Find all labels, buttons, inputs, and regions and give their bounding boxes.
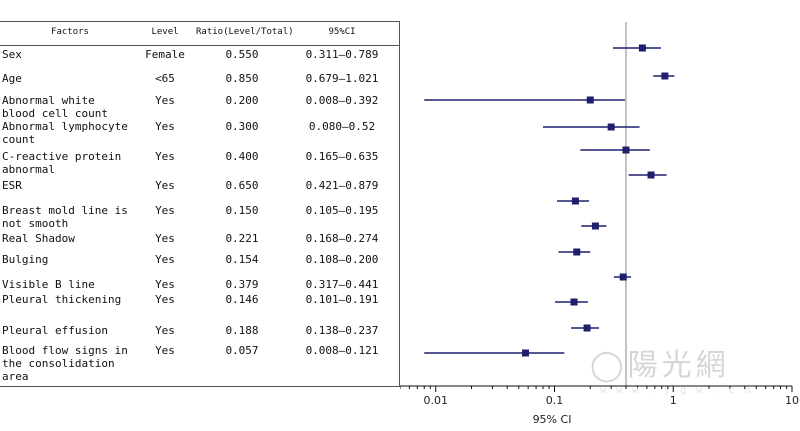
cell-ratio: 0.550 [225,48,259,61]
factor-table: Factors Level Ratio(Level/Total) 95%CI S… [0,21,400,387]
estimate-marker [522,349,530,357]
cell-factor: Real Shadow [2,232,75,245]
cell-factor: Age [2,72,22,85]
cell-factor: Visible B line [2,278,95,291]
estimate-marker [647,171,655,179]
watermark-logo: ◯陽光網 [590,348,730,383]
cell-ci: 0.165—0.635 [305,150,379,163]
cell-ratio: 0.379 [225,278,259,291]
table-row: Pleural thickening Yes 0.146 0.101—0.191 [0,293,399,319]
cell-ci: 0.679—1.021 [305,72,379,85]
header-ci: 95%CI [328,27,356,37]
cell-ci: 0.311—0.789 [305,48,379,61]
watermark-url: w w w . y g w . c n [600,385,753,396]
cell-factor: ESR [2,179,22,192]
estimate-marker [661,72,669,80]
header-ratio: Ratio(Level/Total) [196,27,294,37]
cell-level: Yes [155,179,175,192]
header-factors: Factors [51,27,89,37]
cell-level: Yes [155,293,175,306]
cell-ci: 0.168—0.274 [305,232,379,245]
table-row: Sex Female 0.550 0.311—0.789 [0,48,399,74]
table-row: Real Shadow Yes 0.221 0.168—0.274 [0,232,399,258]
table-row: Abnormal white blood cell count Yes 0.200 0… [0,94,399,120]
cell-factor: Breast mold line is not smooth [2,204,128,230]
table-row: C-reactive protein abnormal Yes 0.400 0.165… [0,150,399,176]
cell-ratio: 0.188 [225,324,259,337]
cell-factor: Sex [2,48,22,61]
cell-ci: 0.008—0.392 [305,94,379,107]
cell-ci: 0.008—0.121 [305,344,379,357]
estimate-marker [619,273,627,281]
cell-ratio: 0.400 [225,150,259,163]
table-row: Age <65 0.850 0.679—1.021 [0,72,399,98]
cell-factor: Pleural effusion [2,324,108,337]
cell-factor: Abnormal white blood cell count [2,94,108,120]
cell-ratio: 0.150 [225,204,259,217]
tick-label: 0.01 [423,394,448,407]
cell-ci: 0.317—0.441 [305,278,379,291]
cell-level: Female [145,48,185,61]
forest-plot: 0.01 0.1 1 10 95% CI [400,22,799,426]
x-axis-title: 95% CI [533,413,572,426]
estimate-marker [586,96,594,104]
cell-level: <65 [155,72,175,85]
estimate-marker [571,197,579,205]
cell-level: Yes [155,278,175,291]
cell-level: Yes [155,120,175,133]
cell-level: Yes [155,150,175,163]
cell-ratio: 0.300 [225,120,259,133]
cell-factor: Blood flow signs in the consolidation ar… [2,344,128,383]
table-row: Blood flow signs in the consolidation ar… [0,344,399,383]
table-row: Breast mold line is not smooth Yes 0.150 0.… [0,204,399,230]
cell-level: Yes [155,324,175,337]
cell-factor: C-reactive protein abnormal [2,150,122,176]
cell-ci: 0.138—0.237 [305,324,379,337]
table-header: Factors Level Ratio(Level/Total) 95%CI [0,22,399,46]
estimate-marker [570,298,578,306]
cell-level: Yes [155,94,175,107]
estimate-marker [622,146,630,154]
cell-factor: Abnormal lymphocyte count [2,120,128,146]
tick-label: 10 [785,394,799,407]
cell-ratio: 0.057 [225,344,259,357]
cell-ci: 0.108—0.200 [305,253,379,266]
cell-level: Yes [155,232,175,245]
cell-ratio: 0.221 [225,232,259,245]
cell-ratio: 0.154 [225,253,259,266]
cell-ratio: 0.200 [225,94,259,107]
cell-ratio: 0.650 [225,179,259,192]
cell-factor: Bulging [2,253,49,266]
cell-ratio: 0.850 [225,72,259,85]
cell-level: Yes [155,344,175,357]
cell-factor: Pleural thickening [2,293,122,306]
cell-level: Yes [155,204,175,217]
tick-label: 1 [670,394,677,407]
cell-level: Yes [155,253,175,266]
estimate-marker [583,324,591,332]
estimate-marker [607,123,615,131]
table-row: Visible B line Yes 0.379 0.317—0.441 [0,278,399,304]
estimate-marker [573,248,581,256]
estimate-marker [638,44,646,52]
cell-ratio: 0.146 [225,293,259,306]
table-row: Abnormal lymphocyte count Yes 0.300 0.080—0… [0,120,399,146]
table-row: Bulging Yes 0.154 0.108—0.200 [0,253,399,279]
cell-ci: 0.101—0.191 [305,293,379,306]
tick-label: 0.1 [546,394,564,407]
cell-ci: 0.105—0.195 [305,204,379,217]
cell-ci: 0.421—0.879 [305,179,379,192]
cell-ci: 0.080—0.52 [308,120,376,133]
header-level: Level [151,27,179,37]
table-row: Pleural effusion Yes 0.188 0.138—0.237 [0,324,399,350]
estimate-marker [591,222,599,230]
table-row: ESR Yes 0.650 0.421—0.879 [0,179,399,205]
